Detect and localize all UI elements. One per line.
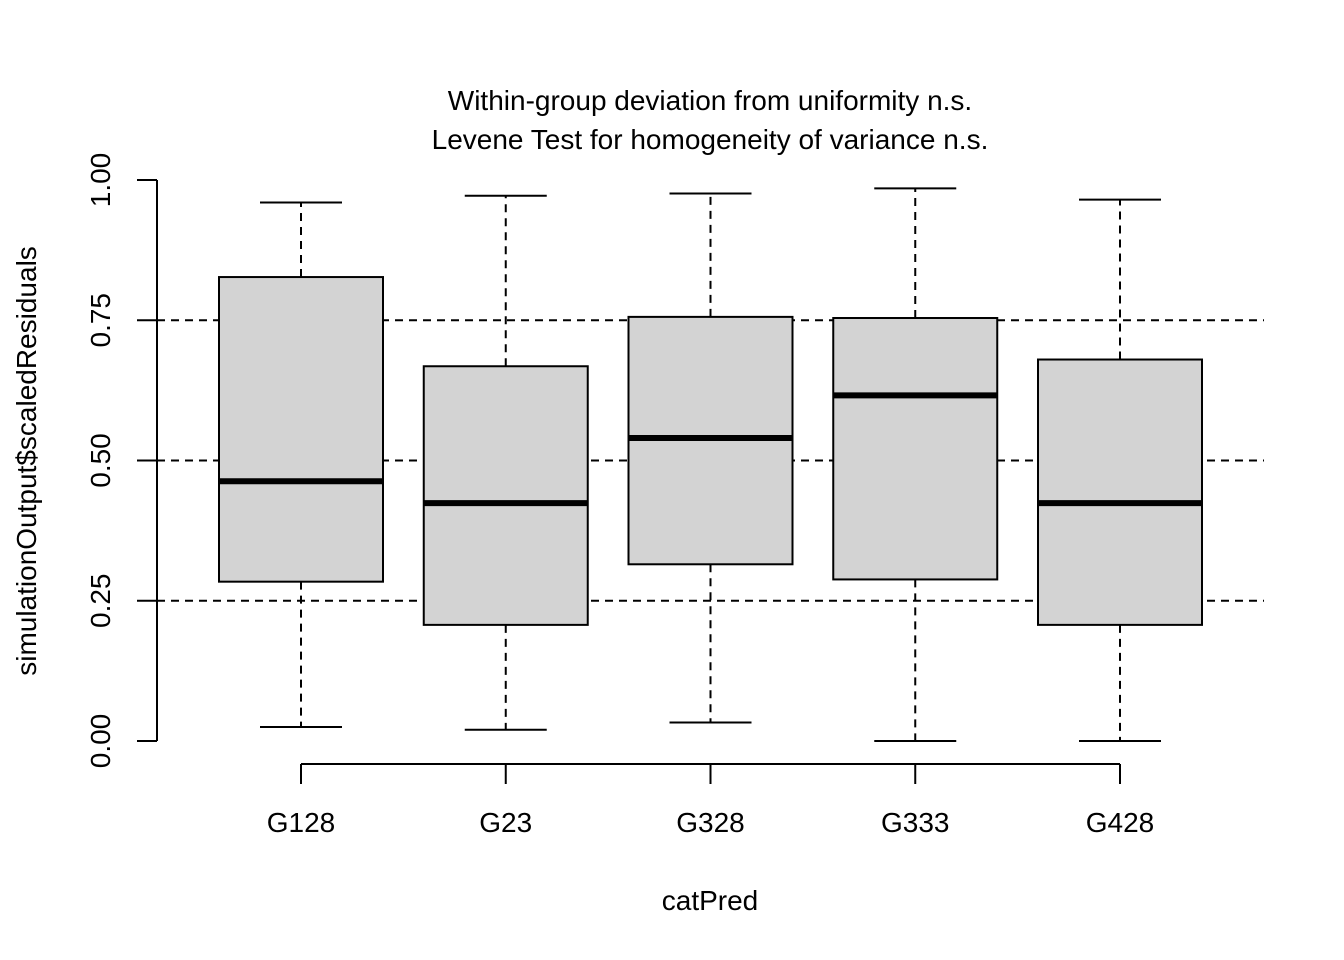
x-tick-label-4: G428 [1086, 807, 1155, 838]
y-tick-label-4: 1.00 [85, 153, 116, 208]
iqr-box [422, 365, 589, 626]
x-tick-label-1: G23 [479, 807, 532, 838]
y-tick-label-0: 0.00 [85, 714, 116, 769]
x-axis: G128 G23 G328 G333 G428 [267, 763, 1155, 838]
y-tick-label-1: 0.25 [85, 574, 116, 629]
box-G23 [422, 194, 589, 731]
boxes-group [218, 187, 1203, 742]
y-tick-label-3: 0.75 [85, 293, 116, 348]
x-tick-label-3: G333 [881, 807, 950, 838]
y-tick-label-2: 0.50 [85, 433, 116, 488]
iqr-box [1037, 358, 1203, 626]
box-G333 [832, 187, 999, 742]
box-G328 [627, 192, 794, 724]
iqr-box [218, 276, 384, 583]
y-axis: 0.00 0.25 0.50 0.75 1.00 [85, 153, 158, 769]
iqr-box [832, 317, 999, 581]
box-G128 [218, 201, 384, 728]
x-tick-label-0: G128 [267, 807, 336, 838]
chart-title-line-2: Levene Test for homogeneity of variance … [432, 124, 989, 155]
chart-title-line-1: Within-group deviation from uniformity n… [448, 85, 972, 116]
x-tick-label-2: G328 [676, 807, 745, 838]
box-G428 [1037, 198, 1203, 742]
y-axis-label: simulationOutput$scaledResiduals [11, 246, 42, 676]
x-axis-label: catPred [662, 885, 759, 916]
